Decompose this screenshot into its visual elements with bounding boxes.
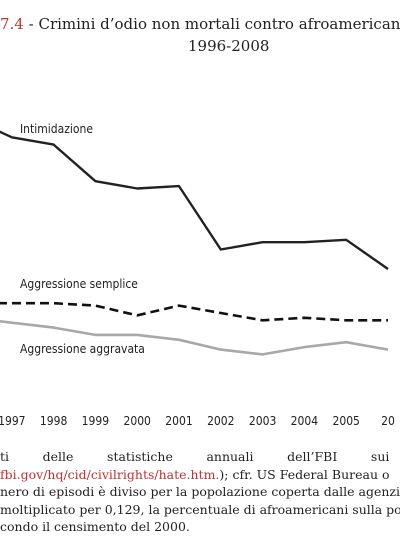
x-tick-label: 2002: [207, 414, 234, 428]
footnote-word: delle: [42, 449, 74, 464]
x-tick-label: 1998: [40, 414, 68, 428]
footnote-word: statistiche: [107, 449, 173, 464]
footnote-line-2: fbi.gov/hq/cid/civilrights/hate.htm.); c…: [0, 466, 400, 484]
series-line-aggressione-aggravata: [0, 320, 389, 356]
x-tick-label: 2005: [332, 414, 359, 428]
x-tick-label: 2001: [165, 414, 192, 428]
series-line-aggressione-semplice: [0, 301, 388, 322]
x-tick-label: 2004: [291, 414, 319, 428]
x-tick-label: 20: [381, 414, 395, 428]
footnote-line-2-text: ); cfr. US Federal Bureau o: [219, 466, 390, 482]
series-label: Aggressione semplice: [20, 277, 138, 291]
x-tick-label: 1997: [0, 414, 26, 428]
figure-title-text: Crimini d’odio non mortali contro afroam…: [38, 15, 400, 33]
footnote-link[interactable]: fbi.gov/hq/cid/civilrights/hate.htm.: [0, 466, 220, 482]
footnote-word: sui: [370, 449, 390, 464]
x-tick-label: 2000: [123, 414, 151, 428]
series-label-layer: Intimidazione Aggressione semplice Aggress…: [20, 122, 145, 356]
series-layer: [0, 130, 389, 356]
figure-title-separator: -: [23, 15, 39, 33]
footnote: tidellestatisticheannualidell’FBIsuicri …: [0, 448, 400, 536]
footnote-word: annuali: [206, 449, 254, 464]
footnote-line-5: condo il censimento del 2000.: [0, 519, 190, 534]
footnote-line-3: nero di episodi è diviso per la popolazi…: [0, 484, 400, 499]
figure-title: 7.4 - Crimini d’odio non mortali contro …: [0, 14, 400, 34]
x-tick-layer: 1997 1998 1999 2000 2001 2002 2003 2004 2005 20: [0, 414, 395, 428]
figure-number: 7.4: [0, 15, 24, 33]
x-tick-label: 2003: [249, 414, 276, 428]
figure-subtitle: 1996-2008: [188, 37, 270, 55]
footnote-word: dell’FBI: [287, 449, 338, 464]
series-label: Aggressione aggravata: [20, 342, 145, 356]
series-line-intimidazione: [0, 130, 389, 270]
line-chart: Intimidazione Aggressione semplice Aggress…: [0, 122, 395, 428]
series-label: Intimidazione: [20, 122, 93, 136]
footnote-line-4: moltiplicato per 0,129, la percentuale d…: [0, 501, 400, 517]
footnote-word: ti: [0, 449, 10, 464]
x-tick-label: 1999: [82, 414, 110, 428]
